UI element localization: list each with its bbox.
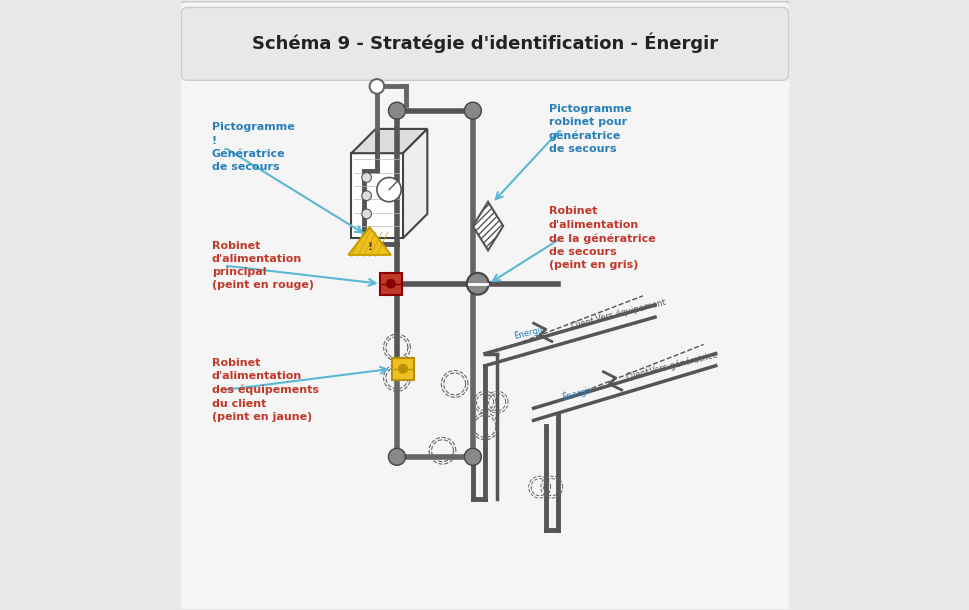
- Circle shape: [361, 209, 371, 219]
- Text: Énergir: Énergir: [512, 323, 544, 341]
- Polygon shape: [351, 153, 402, 239]
- Circle shape: [361, 173, 371, 182]
- Circle shape: [464, 102, 481, 119]
- Circle shape: [369, 79, 384, 94]
- Circle shape: [377, 178, 401, 202]
- Text: Robinet
d'alimentation
principal
(peint en rouge): Robinet d'alimentation principal (peint …: [211, 241, 313, 290]
- Circle shape: [388, 102, 405, 119]
- Polygon shape: [351, 129, 427, 153]
- Text: Client: Client: [570, 316, 595, 331]
- Text: Robinet
d'alimentation
des équipements
du client
(peint en jaune): Robinet d'alimentation des équipements d…: [211, 358, 319, 422]
- Text: Pictogramme
!
Génératrice
de secours: Pictogramme ! Génératrice de secours: [211, 123, 295, 172]
- Text: Vers génératrice: Vers génératrice: [648, 350, 718, 376]
- Text: !: !: [366, 242, 372, 253]
- Circle shape: [466, 273, 488, 295]
- FancyBboxPatch shape: [391, 358, 414, 379]
- Text: Schéma 9 - Stratégie d'identification - Énergir: Schéma 9 - Stratégie d'identification - …: [252, 32, 717, 53]
- Polygon shape: [402, 129, 427, 239]
- Text: Énergir: Énergir: [560, 384, 592, 402]
- Circle shape: [464, 448, 481, 465]
- FancyBboxPatch shape: [181, 7, 788, 81]
- Text: Pictogramme
robinet pour
génératrice
de secours: Pictogramme robinet pour génératrice de …: [548, 104, 631, 154]
- Circle shape: [387, 279, 394, 288]
- Text: Robinet
d'alimentation
de la génératrice
de secours
(peint en gris): Robinet d'alimentation de la génératrice…: [548, 206, 655, 270]
- Polygon shape: [472, 202, 503, 250]
- FancyBboxPatch shape: [175, 1, 794, 610]
- Polygon shape: [348, 228, 391, 255]
- Circle shape: [388, 448, 405, 465]
- Circle shape: [361, 191, 371, 201]
- Circle shape: [398, 365, 407, 373]
- FancyBboxPatch shape: [380, 273, 401, 295]
- Text: Client: Client: [624, 367, 650, 382]
- Text: Vers équipement: Vers équipement: [594, 298, 666, 325]
